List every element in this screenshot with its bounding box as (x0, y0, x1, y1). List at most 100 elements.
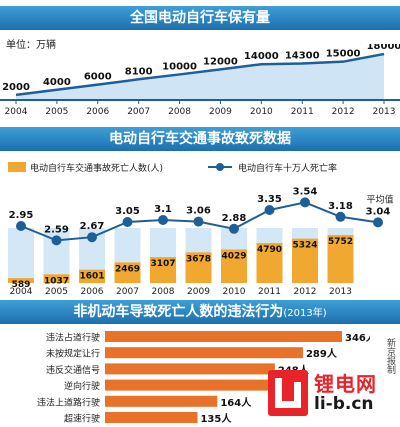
logo-mark-icon (268, 370, 308, 416)
accident-year-label: 2011 (258, 287, 281, 297)
accident-bar-label: 5324 (292, 241, 317, 251)
accident-bar (185, 252, 212, 283)
stock-year-label: 2013 (373, 107, 396, 117)
stock-value-label: 12000 (203, 56, 238, 67)
stock-year-label: 2008 (168, 107, 191, 117)
violation-category-label: 未按规定让行 (46, 348, 100, 360)
stock-year-label: 2009 (209, 107, 232, 117)
rate-point (16, 221, 26, 231)
stock-year-label: 2011 (291, 107, 314, 117)
rate-value-label: 3.06 (186, 206, 211, 217)
accident-year-label: 2009 (187, 287, 210, 297)
rate-point (335, 211, 346, 222)
rate-value-label: 3.05 (115, 206, 140, 217)
accident-year-label: 2007 (116, 287, 139, 297)
violation-bar (105, 347, 303, 359)
violation-value-label: 346人 (345, 331, 370, 344)
rate-point (51, 235, 62, 246)
violation-chart-title-banner: 非机动车导致死亡人数的违法行为(2013年) (0, 300, 400, 324)
accident-bar (79, 269, 105, 283)
logo-url: li-b.cn (314, 394, 374, 414)
stock-value-label: 10000 (162, 61, 197, 72)
accident-bar-track (8, 228, 34, 283)
stock-year-label: 2004 (5, 107, 28, 117)
source-note: 新京报制 (385, 338, 395, 374)
rate-value-label: 2.88 (222, 213, 247, 224)
stock-value-label: 15000 (326, 49, 361, 60)
rate-point (158, 215, 168, 225)
accident-bar (221, 249, 247, 283)
rate-average-title: 平均值 (366, 193, 393, 205)
rate-value-label: 3.35 (257, 194, 282, 205)
stock-line (15, 52, 385, 97)
stock-value-label: 14000 (244, 51, 279, 62)
stock-year-label: 2005 (45, 107, 68, 117)
accident-bar (150, 257, 176, 283)
rate-value-label: 3.54 (293, 186, 318, 197)
violation-bar (105, 412, 198, 423)
violation-category-label: 逆向行驶 (64, 380, 100, 392)
violation-category-label: 违反交通信号 (46, 364, 100, 376)
accident-year-label: 2006 (81, 287, 104, 297)
accident-bar-label: 3678 (186, 254, 211, 264)
stock-value-label: 18000 (367, 44, 400, 52)
accident-bar (43, 274, 70, 283)
rate-point (193, 216, 204, 227)
accident-bar (292, 238, 318, 283)
legend-line-marker (216, 163, 224, 171)
stock-year-label: 2010 (250, 107, 273, 117)
site-logo: 锂电网 li-b.cn (268, 366, 400, 426)
rate-point (300, 197, 310, 208)
accident-legend: 电动自行车交通事故死亡人数(人) 电动自行车十万人死亡率 (8, 162, 337, 174)
stock-area-chart: 2000 2004 4000 2005 6000 2006 8100 2007 10000 200… (0, 44, 400, 117)
accident-bar-label: 4790 (257, 245, 282, 255)
stock-year-label: 2007 (127, 107, 150, 117)
violation-bar (105, 331, 342, 342)
logo-name: 锂电网 (314, 372, 377, 396)
rate-value-label: 3.1 (154, 204, 172, 215)
accident-year-label: 2012 (294, 287, 317, 297)
accident-year-label: 2004 (10, 287, 33, 297)
violation-value-label: 289人 (306, 347, 338, 360)
violation-value-label: 164人 (220, 396, 252, 409)
stock-area-fill (16, 54, 384, 100)
violation-value-label: 135人 (200, 412, 232, 425)
violation-category-label: 超速行驶 (64, 413, 100, 425)
stock-year-label: 2012 (332, 107, 355, 117)
accident-chart-title-banner: 电动自行车交通事故致死数据 (0, 127, 400, 151)
accident-year-label: 2005 (45, 287, 68, 297)
accident-bar-label: 589 (12, 280, 31, 290)
stock-value-label: 6000 (84, 72, 112, 83)
rate-value-label: 2.59 (44, 224, 69, 235)
legend-bar-swatch (8, 162, 26, 172)
rate-point (264, 205, 275, 215)
accident-bar (8, 278, 34, 283)
stock-year-label: 2006 (86, 107, 109, 117)
rate-point (229, 223, 239, 234)
rate-average-value: 3.04 (366, 206, 391, 217)
rate-point (87, 232, 97, 243)
stock-value-label: 2000 (2, 82, 30, 93)
accident-year-label: 2010 (223, 287, 246, 297)
stock-chart-title-banner: 全国电动自行车保有量 (0, 6, 400, 30)
accident-bar (327, 235, 354, 283)
stock-value-label: 4000 (43, 77, 71, 88)
accident-bar-label: 1037 (44, 276, 69, 286)
stock-value-label: 14300 (285, 50, 320, 61)
accident-year-label: 2013 (329, 287, 352, 297)
accident-bar-label: 4029 (221, 251, 246, 261)
accident-bar-label: 3107 (150, 259, 175, 269)
rate-value-label: 2.95 (9, 210, 34, 221)
violation-chart-year: (2013年) (283, 308, 327, 319)
violation-bar (105, 363, 275, 375)
violation-bar (105, 395, 218, 407)
stock-chart-unit: 单位：万辆 (6, 40, 56, 51)
legend-line-label: 电动自行车十万人死亡率 (238, 162, 337, 174)
accident-bar (256, 243, 283, 283)
violation-bar (105, 379, 271, 391)
rate-value-label: 2.67 (80, 221, 105, 232)
legend-bar-label: 电动自行车交通事故死亡人数(人) (30, 162, 163, 174)
accident-bar-label: 2469 (115, 264, 140, 274)
violation-chart-title: 非机动车导致死亡人数的违法行为 (73, 304, 284, 320)
